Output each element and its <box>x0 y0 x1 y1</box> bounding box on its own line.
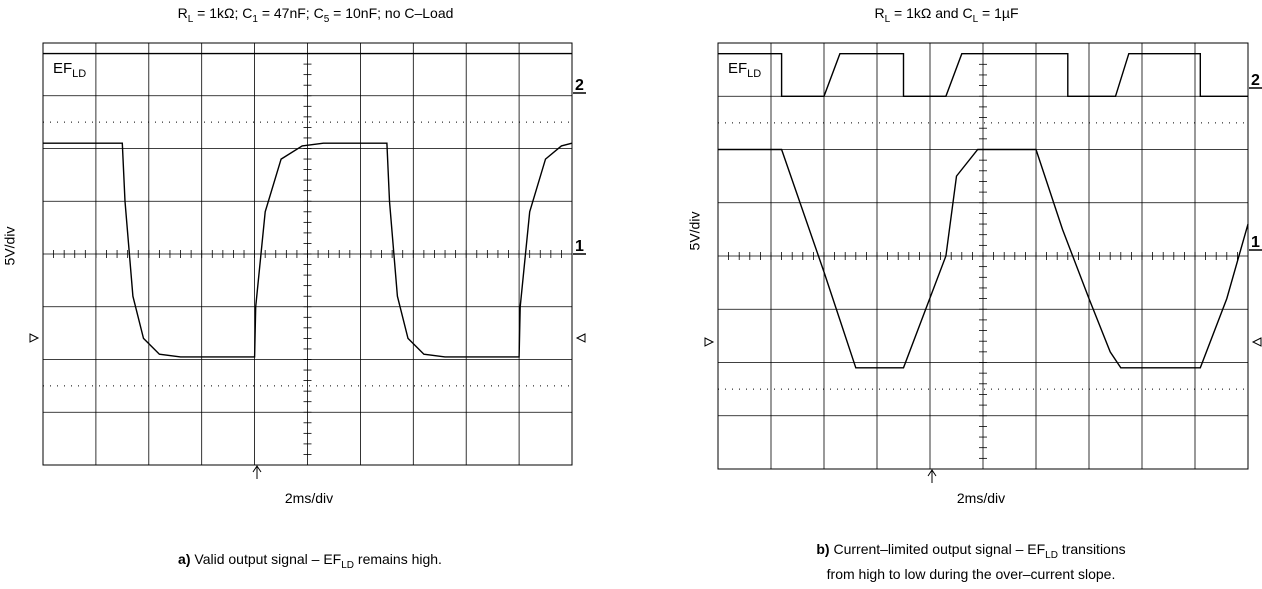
trace-channel-2 <box>718 53 1248 97</box>
chart-title-b: RL = 1kΩ and CL = 1µF <box>874 5 1019 25</box>
trigger-position-arrowhead <box>927 469 937 477</box>
trigger-level-right-marker <box>1251 337 1262 347</box>
chart-panel-b: RL = 1kΩ and CL = 1µF 5V/div EFLD 2 1 2ms/… <box>631 0 1262 589</box>
channel-marker-2: 2 <box>1251 72 1260 89</box>
trigger-level-left-marker <box>704 337 715 347</box>
x-axis-label-a: 2ms/div <box>284 490 334 506</box>
trigger-level-left-marker <box>29 333 40 343</box>
oscilloscope-plot-b: EFLD 2 1 <box>704 42 1262 483</box>
oscilloscope-plot-a: EFLD 2 1 <box>29 42 586 479</box>
trace-channel-1 <box>43 142 573 358</box>
channel-marker-1: 1 <box>575 238 584 255</box>
channel-marker-1: 1 <box>1251 234 1260 251</box>
x-axis-label-b: 2ms/div <box>956 490 1006 506</box>
channel-marker-2: 2 <box>575 77 584 94</box>
trace-channel-1 <box>718 148 1249 369</box>
trace-label: EFLD <box>53 60 86 80</box>
chart-title-a: RL = 1kΩ; C1 = 47nF; C5 = 10nF; no C–Loa… <box>177 5 454 25</box>
trigger-position-arrowhead <box>252 465 262 473</box>
trigger-level-right-marker <box>575 333 586 343</box>
caption-a: a) Valid output signal – EFLD remains hi… <box>178 551 442 571</box>
caption-b: b) Current–limited output signal – EFLD … <box>816 541 1126 582</box>
trace-label: EFLD <box>728 60 761 80</box>
chart-panel-a: RL = 1kΩ; C1 = 47nF; C5 = 10nF; no C–Loa… <box>1 5 586 571</box>
